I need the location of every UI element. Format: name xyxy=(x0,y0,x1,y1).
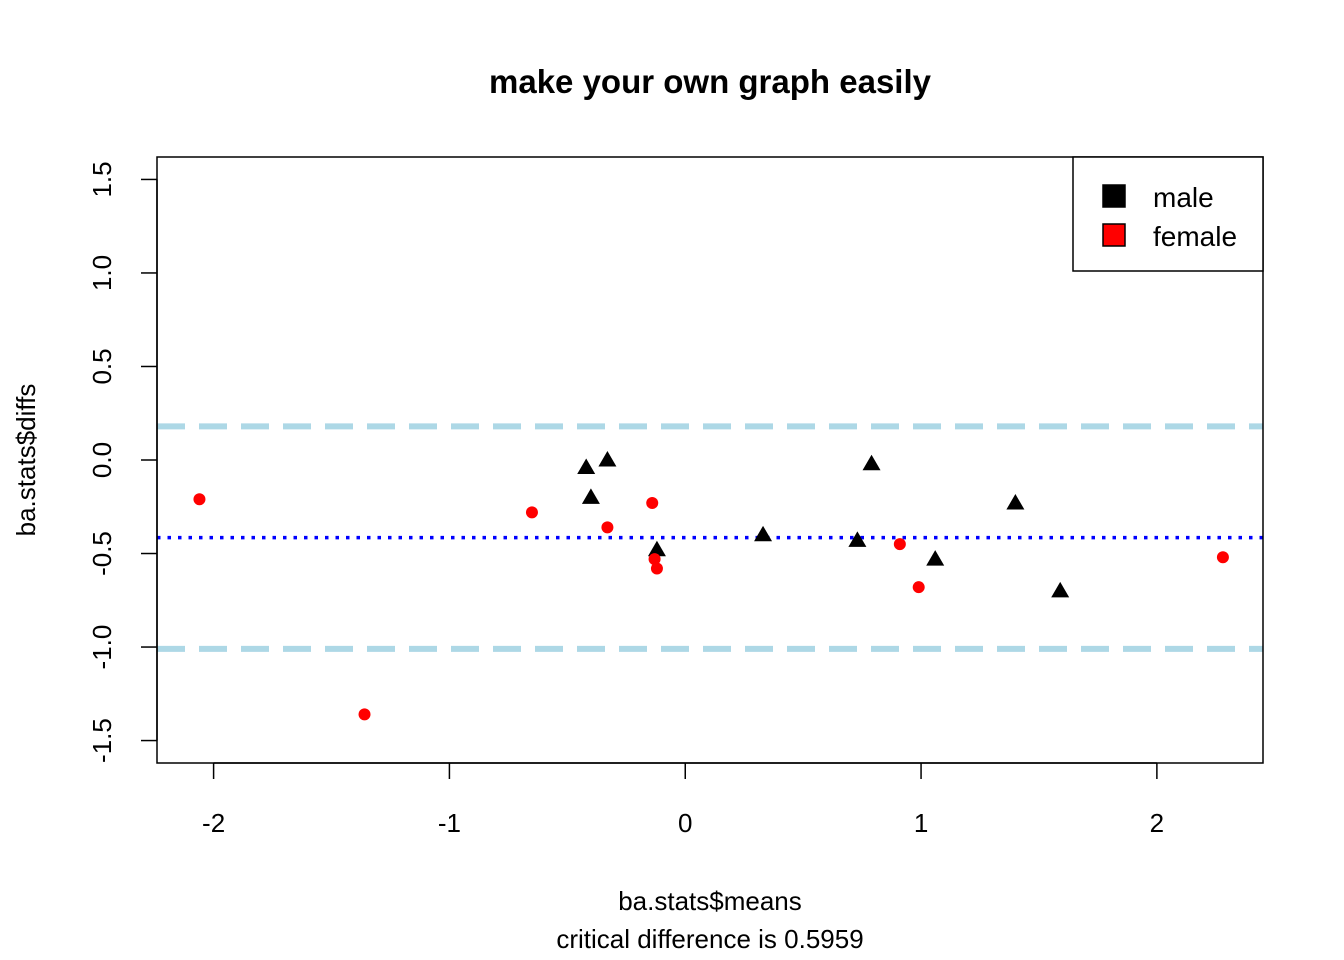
x-axis: -2 -1 0 1 2 xyxy=(202,762,1164,838)
point-female xyxy=(646,497,659,510)
y-axis: -1.5 -1.0 -0.5 0.0 0.5 1.0 1.5 xyxy=(87,161,158,763)
x-tick-label: 1 xyxy=(914,808,928,838)
y-tick-label: -1.0 xyxy=(87,625,117,670)
y-tick-label: 0.0 xyxy=(87,442,117,478)
legend-swatch-male xyxy=(1102,184,1126,208)
point-male xyxy=(598,451,617,467)
point-male xyxy=(848,531,867,547)
x-tick-label: -1 xyxy=(438,808,461,838)
x-tick-label: 0 xyxy=(678,808,692,838)
point-male xyxy=(926,550,945,566)
point-female xyxy=(893,538,906,551)
point-male xyxy=(581,488,600,504)
point-female xyxy=(648,553,661,566)
y-tick-label: 1.5 xyxy=(87,161,117,197)
point-male xyxy=(1006,494,1025,510)
point-female xyxy=(601,521,614,534)
legend-box xyxy=(1072,156,1264,272)
point-male xyxy=(577,458,596,474)
chart-title: make your own graph easily xyxy=(489,63,932,100)
y-tick-label: 1.0 xyxy=(87,255,117,291)
data-points xyxy=(193,451,1229,721)
y-tick-label: 0.5 xyxy=(87,348,117,384)
point-female xyxy=(650,562,663,575)
x-tick-label: 2 xyxy=(1150,808,1164,838)
point-female xyxy=(525,506,538,519)
x-axis-label: ba.stats$means xyxy=(618,886,802,916)
point-female xyxy=(1216,551,1229,564)
legend-label-female: female xyxy=(1153,221,1237,252)
reference-lines xyxy=(157,423,1263,652)
legend-swatch-female xyxy=(1102,223,1126,247)
plot-frame xyxy=(156,156,1264,764)
legend-label-male: male xyxy=(1153,182,1214,213)
point-female xyxy=(193,493,206,506)
point-male xyxy=(754,525,773,542)
legend: male female xyxy=(1072,156,1264,272)
y-tick-label: -1.5 xyxy=(87,718,117,763)
point-male xyxy=(647,540,666,557)
chart-subtitle: critical difference is 0.5959 xyxy=(556,924,863,954)
point-female xyxy=(358,708,371,721)
y-axis-label: ba.stats$diffs xyxy=(11,384,41,537)
point-female xyxy=(912,581,925,594)
point-male xyxy=(1051,581,1070,598)
x-tick-label: -2 xyxy=(202,808,225,838)
y-tick-label: -0.5 xyxy=(87,531,117,576)
point-male xyxy=(862,454,881,471)
